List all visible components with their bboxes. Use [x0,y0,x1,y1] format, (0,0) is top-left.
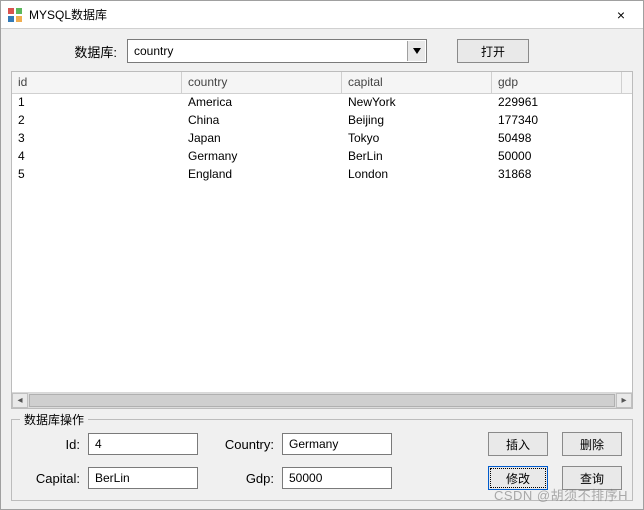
open-button[interactable]: 打开 [457,39,529,63]
id-label: Id: [22,437,80,452]
form-row-1: Id: Country: 插入 删除 [22,432,622,456]
table-cell: BerLin [342,148,492,166]
table-cell: 5 [12,166,182,184]
table-cell: 2 [12,112,182,130]
table-cell: England [182,166,342,184]
column-header[interactable]: country [182,72,342,93]
table-cell: America [182,94,342,112]
table-cell: London [342,166,492,184]
close-icon: × [617,7,625,23]
table-row[interactable]: 5EnglandLondon31868 [12,166,632,184]
content-area: 数据库: country 打开 idcountrycapitalgdp 1Ame… [1,29,643,509]
column-header[interactable]: capital [342,72,492,93]
update-button[interactable]: 修改 [488,466,548,490]
chevron-down-icon [407,41,425,61]
titlebar: MYSQL数据库 × [1,1,643,29]
column-header[interactable]: id [12,72,182,93]
table-cell: NewYork [342,94,492,112]
database-label: 数据库: [11,42,121,61]
table-row[interactable]: 4GermanyBerLin50000 [12,148,632,166]
table-cell: 31868 [492,166,622,184]
table-row[interactable]: 3JapanTokyo50498 [12,130,632,148]
delete-button[interactable]: 删除 [562,432,622,456]
table-row[interactable]: 1AmericaNewYork229961 [12,94,632,112]
table-header: idcountrycapitalgdp [12,72,632,94]
table-cell: 1 [12,94,182,112]
scroll-track[interactable] [28,393,616,408]
operations-legend: 数据库操作 [20,411,88,428]
id-input[interactable] [88,433,198,455]
table-cell: Beijing [342,112,492,130]
capital-input[interactable] [88,467,198,489]
table-cell: 50498 [492,130,622,148]
table-cell: Germany [182,148,342,166]
table-cell: China [182,112,342,130]
country-input[interactable] [282,433,392,455]
gdp-label: Gdp: [206,471,274,486]
select-button[interactable]: 查询 [562,466,622,490]
window-title: MYSQL数据库 [29,6,601,23]
form-row-2: Capital: Gdp: 修改 查询 [22,466,622,490]
scroll-right-icon[interactable]: ▸ [616,393,632,408]
database-combobox[interactable]: country [127,39,427,63]
close-button[interactable]: × [601,1,641,29]
table-cell: Tokyo [342,130,492,148]
column-header[interactable]: gdp [492,72,622,93]
gdp-input[interactable] [282,467,392,489]
app-icon [7,7,23,23]
insert-button[interactable]: 插入 [488,432,548,456]
scroll-left-icon[interactable]: ◂ [12,393,28,408]
database-selector-row: 数据库: country 打开 [11,39,633,63]
table-row[interactable]: 2ChinaBeijing177340 [12,112,632,130]
scroll-thumb[interactable] [29,394,615,407]
table-cell: 50000 [492,148,622,166]
capital-label: Capital: [22,471,80,486]
data-table: idcountrycapitalgdp 1AmericaNewYork22996… [11,71,633,409]
table-cell: Japan [182,130,342,148]
table-cell: 229961 [492,94,622,112]
country-label: Country: [206,437,274,452]
horizontal-scrollbar[interactable]: ◂ ▸ [12,392,632,408]
table-cell: 3 [12,130,182,148]
table-cell: 4 [12,148,182,166]
table-body: 1AmericaNewYork2299612ChinaBeijing177340… [12,94,632,392]
table-cell: 177340 [492,112,622,130]
operations-groupbox: 数据库操作 Id: Country: 插入 删除 Capital: Gdp: 修… [11,419,633,501]
database-value: country [134,44,173,58]
app-window: MYSQL数据库 × 数据库: country 打开 idcountrycapi… [0,0,644,510]
